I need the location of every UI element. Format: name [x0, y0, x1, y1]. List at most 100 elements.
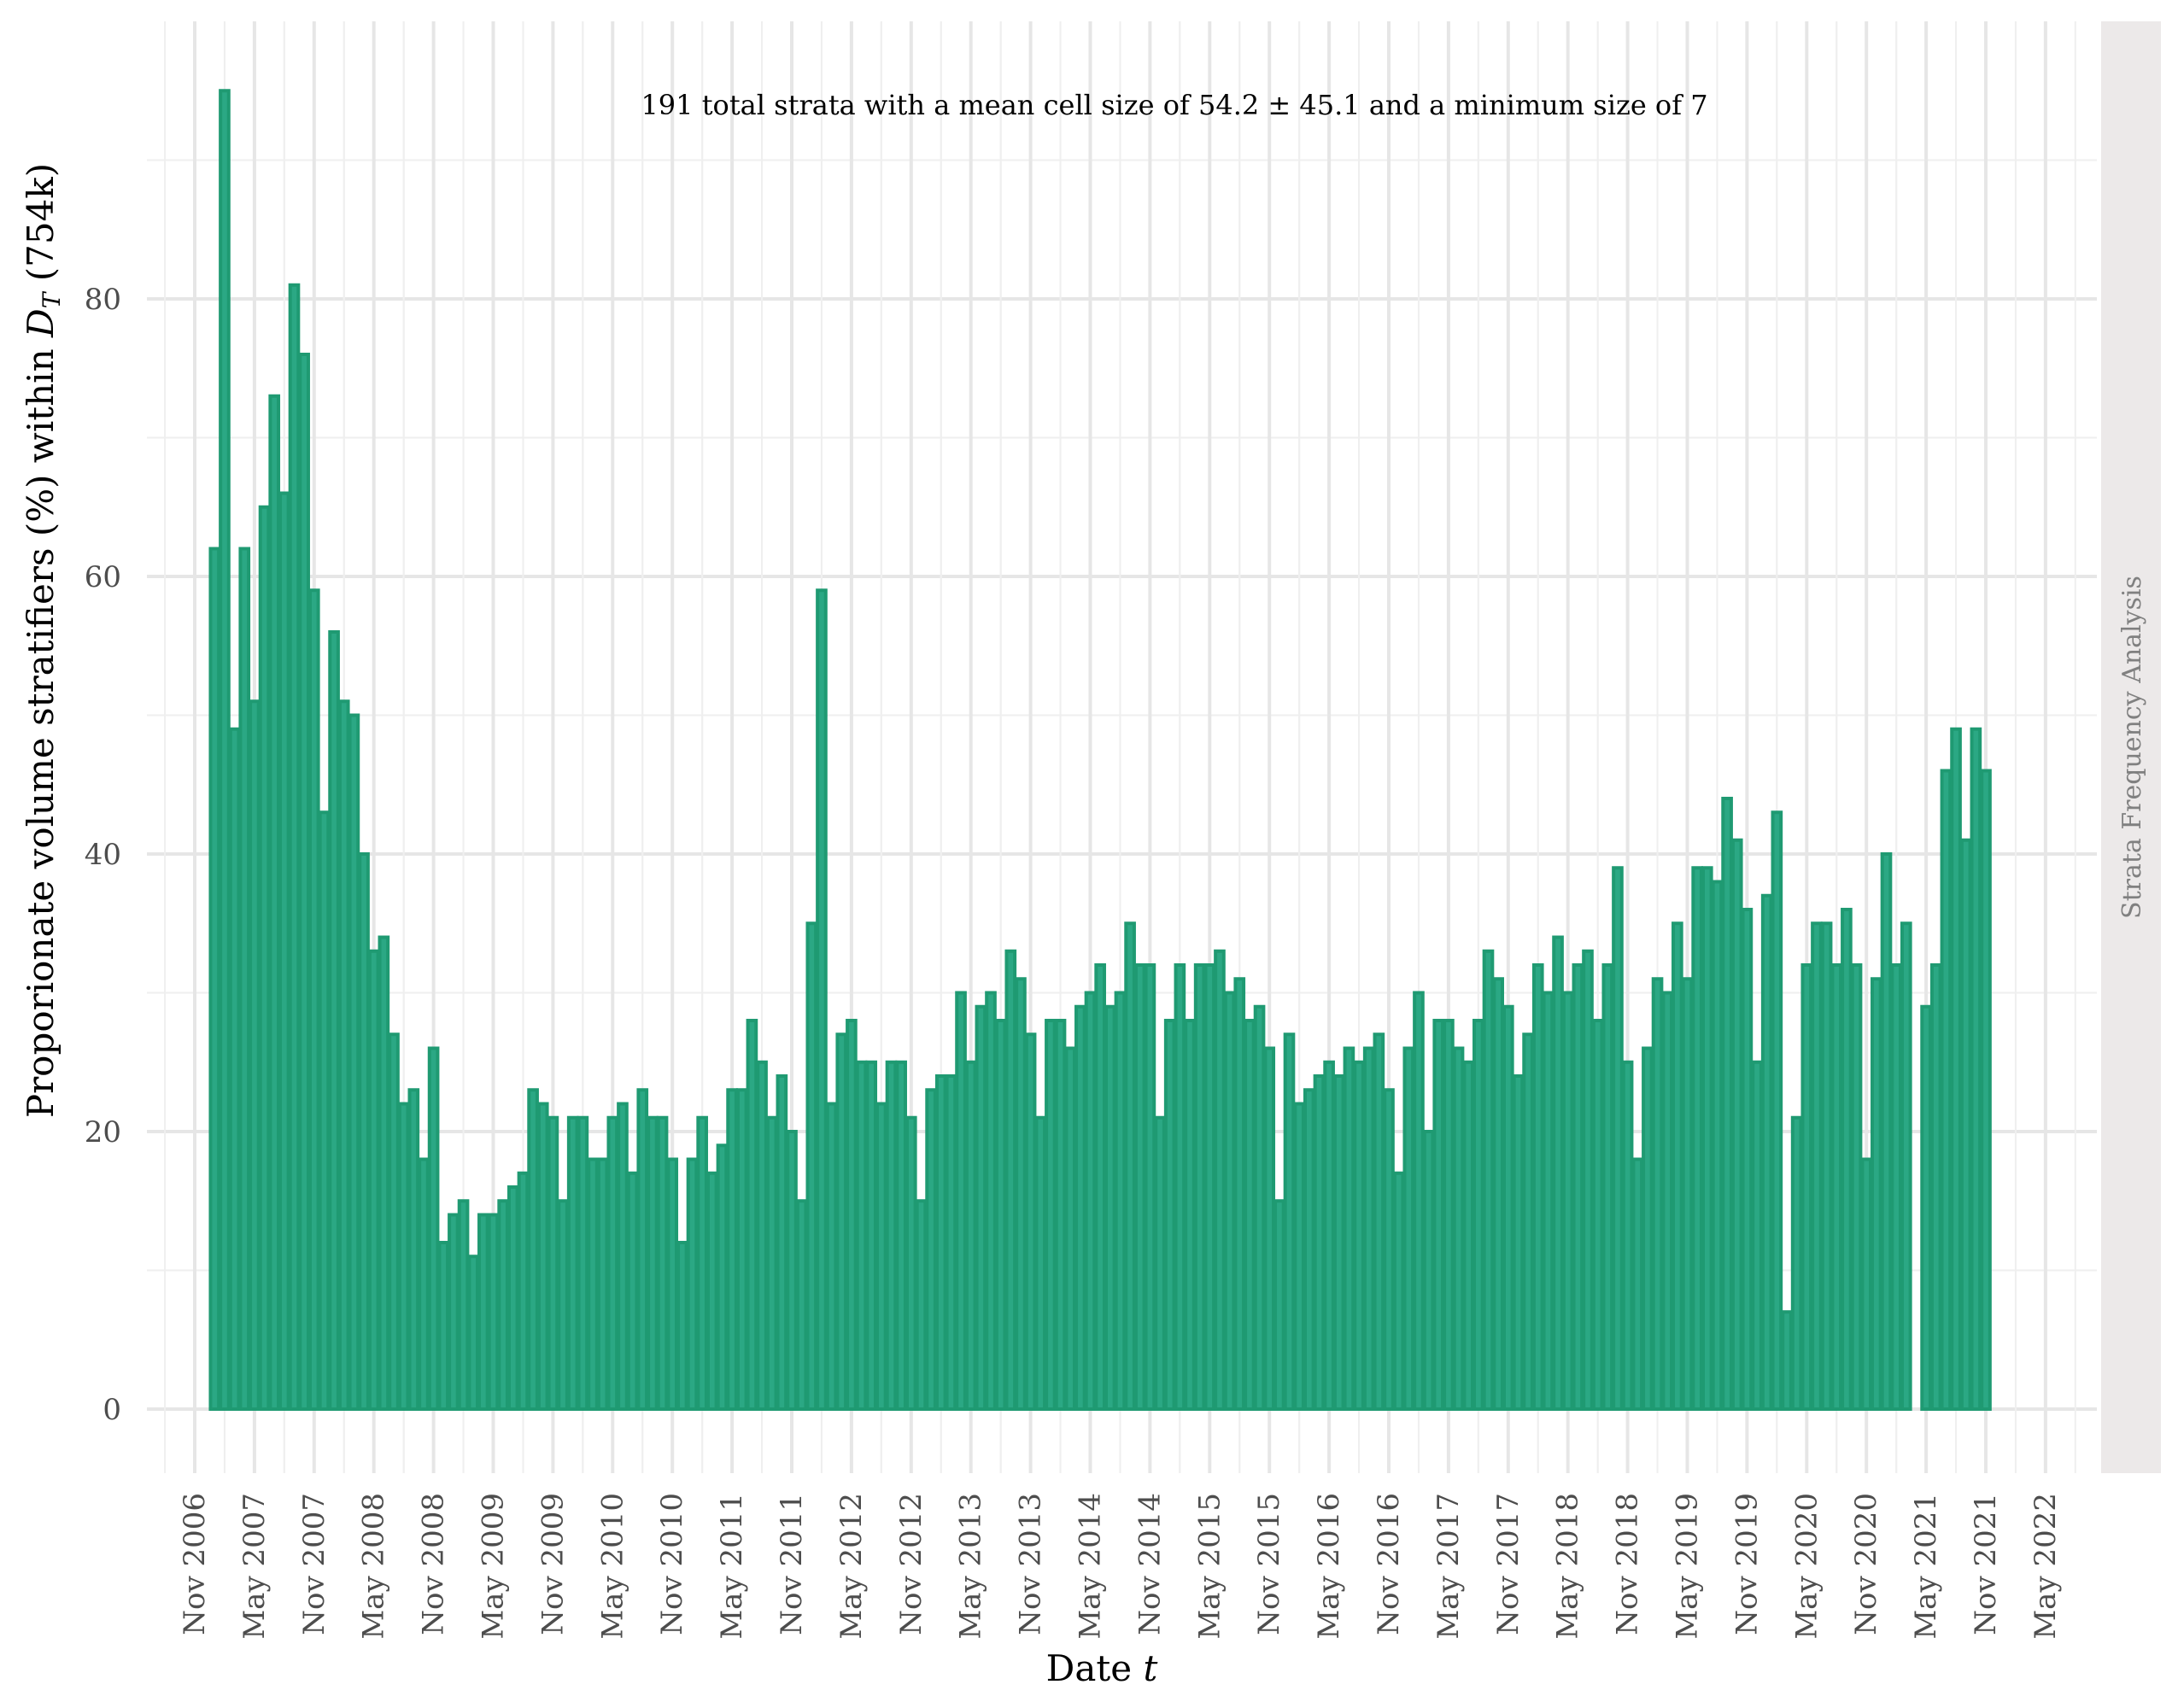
bar	[1591, 1019, 1604, 1411]
bar	[1502, 1004, 1514, 1411]
bar	[696, 1115, 708, 1411]
bar	[955, 991, 967, 1411]
bar	[506, 1185, 519, 1411]
bar	[656, 1115, 669, 1411]
bar	[1024, 1032, 1037, 1411]
bar	[617, 1102, 629, 1411]
bar	[846, 1019, 858, 1411]
bar	[1980, 769, 1992, 1411]
bar	[875, 1102, 887, 1411]
bar	[1373, 1032, 1385, 1411]
bar	[547, 1115, 559, 1411]
bar	[1940, 769, 1953, 1411]
bar	[805, 921, 818, 1411]
x-tick-label: Nov 2020	[1849, 1493, 1883, 1635]
x-axis-title-main: Date	[1046, 1647, 1144, 1689]
bar	[497, 1199, 509, 1411]
bar	[388, 1032, 400, 1411]
bar	[228, 727, 241, 1411]
x-axis-title: Date t	[1046, 1647, 1158, 1689]
x-tick-label: Nov 2014	[1133, 1493, 1167, 1635]
bar	[636, 1088, 649, 1411]
bar	[1094, 963, 1106, 1411]
x-tick-label: Nov 2021	[1969, 1493, 2003, 1635]
bar	[348, 713, 360, 1411]
y-axis-title-main: Proporionate volume stratifiers (%) with…	[20, 337, 61, 1118]
bar	[448, 1213, 460, 1411]
bar	[1154, 1115, 1166, 1411]
bar	[1133, 963, 1146, 1411]
x-tick-label: May 2022	[2029, 1493, 2063, 1640]
x-axis-ticks: Nov 2006 May 2007 Nov 2007 May 2008 Nov 2008…	[178, 1493, 2063, 1640]
bar	[397, 1102, 410, 1411]
bar	[1422, 1130, 1435, 1411]
bar	[1542, 991, 1554, 1411]
bars-layer	[208, 89, 1992, 1411]
bar	[1900, 921, 1912, 1411]
bar	[765, 1115, 778, 1411]
bar	[1552, 935, 1564, 1411]
bar	[1034, 1115, 1047, 1411]
x-tick-label: May 2008	[357, 1493, 391, 1640]
y-axis-title-var: D	[20, 308, 61, 338]
x-tick-label: May 2012	[834, 1493, 869, 1640]
bar	[1681, 977, 1694, 1411]
bar	[258, 505, 271, 1411]
bar	[606, 1115, 619, 1411]
x-tick-label: May 2014	[1074, 1493, 1108, 1640]
bar	[1144, 963, 1156, 1411]
x-tick-label: Nov 2007	[297, 1493, 331, 1635]
bar	[1572, 963, 1584, 1411]
bar	[536, 1102, 549, 1411]
bar	[1929, 963, 1942, 1411]
bar	[905, 1115, 917, 1411]
bar	[577, 1115, 589, 1411]
bar	[1790, 1115, 1803, 1411]
x-tick-label: Nov 2013	[1014, 1493, 1048, 1635]
bar	[1531, 963, 1544, 1411]
bar	[219, 89, 231, 1411]
bar	[915, 1199, 928, 1411]
bar	[1672, 921, 1683, 1411]
x-tick-label: May 2016	[1312, 1493, 1346, 1640]
x-tick-label: Nov 2018	[1611, 1493, 1645, 1635]
bar	[566, 1115, 579, 1411]
bar	[1253, 1004, 1266, 1411]
bar	[527, 1088, 539, 1411]
bar	[517, 1171, 530, 1411]
bar	[487, 1213, 500, 1411]
facet-strip-label: Strata Frequency Analysis	[2117, 576, 2147, 919]
bar	[318, 810, 331, 1411]
bar	[238, 547, 251, 1411]
bar	[1920, 1004, 1932, 1411]
x-axis-title-var: t	[1143, 1647, 1157, 1689]
bar	[1612, 866, 1624, 1411]
x-tick-label: Nov 2006	[178, 1493, 212, 1635]
bar	[587, 1157, 599, 1411]
bar	[1273, 1199, 1285, 1411]
bar	[407, 1088, 420, 1411]
bar	[925, 1088, 937, 1411]
x-tick-label: May 2009	[477, 1493, 511, 1640]
bar	[706, 1171, 718, 1411]
bar	[1402, 1046, 1415, 1411]
bar	[427, 1046, 440, 1411]
bar	[1332, 1074, 1345, 1411]
bar	[1492, 977, 1504, 1411]
bar	[945, 1074, 957, 1411]
bar	[1800, 963, 1813, 1411]
bar	[1651, 977, 1664, 1411]
bar	[288, 283, 301, 1411]
bar	[934, 1074, 947, 1411]
bar	[716, 1144, 729, 1411]
bar	[1880, 852, 1893, 1411]
bar	[358, 852, 370, 1411]
x-tick-label: Nov 2011	[775, 1493, 809, 1635]
bar	[1045, 1019, 1057, 1411]
bar	[477, 1213, 489, 1411]
bar	[1781, 1310, 1793, 1411]
bar	[1362, 1046, 1375, 1411]
bar	[1303, 1088, 1315, 1411]
x-tick-label: Nov 2015	[1252, 1493, 1286, 1635]
